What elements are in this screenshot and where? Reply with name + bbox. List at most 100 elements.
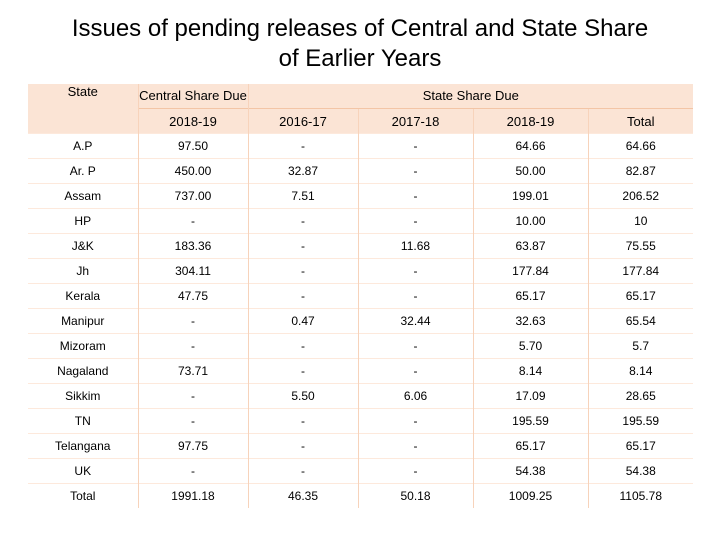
cell-central-share: - xyxy=(137,383,248,409)
cell-state-share-2017-18: - xyxy=(357,458,473,484)
cell-state-share-2018-19: 1009.25 xyxy=(472,483,588,508)
cell-state-share-2016-17: 7.51 xyxy=(247,183,358,209)
cell-central-share: 304.11 xyxy=(137,258,248,284)
table-row: Nagaland 73.71- -8.14 8.14 xyxy=(28,358,693,384)
cell-state-share-2016-17: - xyxy=(247,333,358,359)
cell-central-share: - xyxy=(137,458,248,484)
cell-central-share: - xyxy=(137,333,248,359)
cell-central-share: 1991.18 xyxy=(137,483,248,508)
cell-state-share-total: 195.59 xyxy=(587,408,693,434)
cell-state: Sikkim xyxy=(28,383,138,409)
cell-state-share-total: 54.38 xyxy=(587,458,693,484)
cell-state: J&K xyxy=(28,233,138,259)
pending-releases-table: State Central Share Due State Share Due … xyxy=(28,84,693,508)
cell-state-share-2018-19: 65.17 xyxy=(472,433,588,459)
header-year-central-2018-19: 2018-19 xyxy=(137,108,248,134)
cell-state: Jh xyxy=(28,258,138,284)
cell-state-share-total: 177.84 xyxy=(587,258,693,284)
cell-state-share-2017-18: 50.18 xyxy=(357,483,473,508)
cell-central-share: - xyxy=(137,408,248,434)
cell-state-share-2016-17: - xyxy=(247,358,358,384)
cell-state: Kerala xyxy=(28,283,138,309)
cell-state-share-2016-17: - xyxy=(247,458,358,484)
table-row: Kerala 47.75- -65.17 65.17 xyxy=(28,283,693,309)
cell-state: Total xyxy=(28,483,138,508)
cell-state-share-2017-18: - xyxy=(357,333,473,359)
cell-state-share-2018-19: 199.01 xyxy=(472,183,588,209)
cell-state-share-2018-19: 54.38 xyxy=(472,458,588,484)
cell-state: TN xyxy=(28,408,138,434)
cell-state-share-2018-19: 10.00 xyxy=(472,208,588,234)
header-year-2016-17: 2016-17 xyxy=(247,108,358,134)
cell-state-share-total: 8.14 xyxy=(587,358,693,384)
table-row: J&K 183.36-11.68 63.87 75.55 xyxy=(28,233,693,259)
title-line-2: of Earlier Years xyxy=(278,45,442,72)
cell-state-share-total: 5.7 xyxy=(587,333,693,359)
cell-state-share-2018-19: 32.63 xyxy=(472,308,588,334)
cell-state-share-2018-19: 50.00 xyxy=(472,158,588,184)
header-state-share-due: State Share Due xyxy=(247,84,693,109)
cell-state-share-2016-17: - xyxy=(247,133,358,159)
table-row: Ar. P 450.00 32.87-50.00 82.87 xyxy=(28,158,693,184)
cell-state: Telangana xyxy=(28,433,138,459)
page-title: Issues of pending releases of Central an… xyxy=(0,14,720,74)
cell-state-share-2017-18: - xyxy=(357,258,473,284)
title-line-1: Issues of pending releases of Central an… xyxy=(71,15,649,42)
cell-state-share-total: 75.55 xyxy=(587,233,693,259)
cell-state: A.P xyxy=(28,133,138,159)
header-total: Total xyxy=(587,108,693,134)
cell-state: Nagaland xyxy=(28,358,138,384)
table-row: Sikkim -5.50 6.06 17.09 28.65 xyxy=(28,383,693,409)
cell-state: Manipur xyxy=(28,308,138,334)
cell-state: HP xyxy=(28,208,138,234)
cell-central-share: - xyxy=(137,308,248,334)
cell-state-share-2018-19: 177.84 xyxy=(472,258,588,284)
cell-state-share-2017-18: 32.44 xyxy=(357,308,473,334)
cell-state-share-2016-17: - xyxy=(247,233,358,259)
cell-state-share-2017-18: - xyxy=(357,183,473,209)
cell-state-share-2016-17: - xyxy=(247,258,358,284)
cell-central-share: 97.50 xyxy=(137,133,248,159)
cell-state-share-total: 82.87 xyxy=(587,158,693,184)
table-row: UK - - -54.38 54.38 xyxy=(28,458,693,484)
cell-state-share-2018-19: 63.87 xyxy=(472,233,588,259)
cell-state: Assam xyxy=(28,183,138,209)
cell-central-share: 737.00 xyxy=(137,183,248,209)
cell-state-share-2016-17: 32.87 xyxy=(247,158,358,184)
cell-state-share-2017-18: - xyxy=(357,358,473,384)
cell-state-share-total: 65.17 xyxy=(587,283,693,309)
table-row: Assam 737.00 7.51-199.01 206.52 xyxy=(28,183,693,209)
header-year-2017-18: 2017-18 xyxy=(357,108,473,134)
cell-state-share-total: 65.17 xyxy=(587,433,693,459)
cell-state-share-2016-17: 5.50 xyxy=(247,383,358,409)
cell-state: UK xyxy=(28,458,138,484)
cell-central-share: 47.75 xyxy=(137,283,248,309)
cell-state-share-total: 206.52 xyxy=(587,183,693,209)
table-row: Total 1991.18 46.35 50.18 1009.25 1105.78 xyxy=(28,483,693,508)
header-central-share-due: Central Share Due xyxy=(137,84,248,109)
cell-state-share-2017-18: 6.06 xyxy=(357,383,473,409)
cell-state-share-2017-18: - xyxy=(357,283,473,309)
cell-state-share-2016-17: - xyxy=(247,433,358,459)
header-state: State xyxy=(28,84,138,134)
cell-central-share: 183.36 xyxy=(137,233,248,259)
table-row: Mizoram - - -5.70 5.7 xyxy=(28,333,693,359)
cell-state-share-2017-18: - xyxy=(357,158,473,184)
cell-central-share: 97.75 xyxy=(137,433,248,459)
cell-state-share-2018-19: 8.14 xyxy=(472,358,588,384)
cell-state-share-2017-18: - xyxy=(357,133,473,159)
cell-state-share-total: 64.66 xyxy=(587,133,693,159)
cell-state-share-2017-18: - xyxy=(357,433,473,459)
cell-state-share-2016-17: - xyxy=(247,208,358,234)
cell-state-share-2017-18: 11.68 xyxy=(357,233,473,259)
cell-state-share-2016-17: 46.35 xyxy=(247,483,358,508)
cell-state-share-total: 28.65 xyxy=(587,383,693,409)
cell-state-share-2016-17: - xyxy=(247,408,358,434)
cell-state-share-2016-17: 0.47 xyxy=(247,308,358,334)
header-row-1: State Central Share Due State Share Due xyxy=(28,84,693,134)
cell-state-share-2018-19: 64.66 xyxy=(472,133,588,159)
table-row: TN - - -195.59 195.59 xyxy=(28,408,693,434)
cell-state-share-total: 10 xyxy=(587,208,693,234)
cell-state-share-total: 65.54 xyxy=(587,308,693,334)
cell-state-share-2016-17: - xyxy=(247,283,358,309)
